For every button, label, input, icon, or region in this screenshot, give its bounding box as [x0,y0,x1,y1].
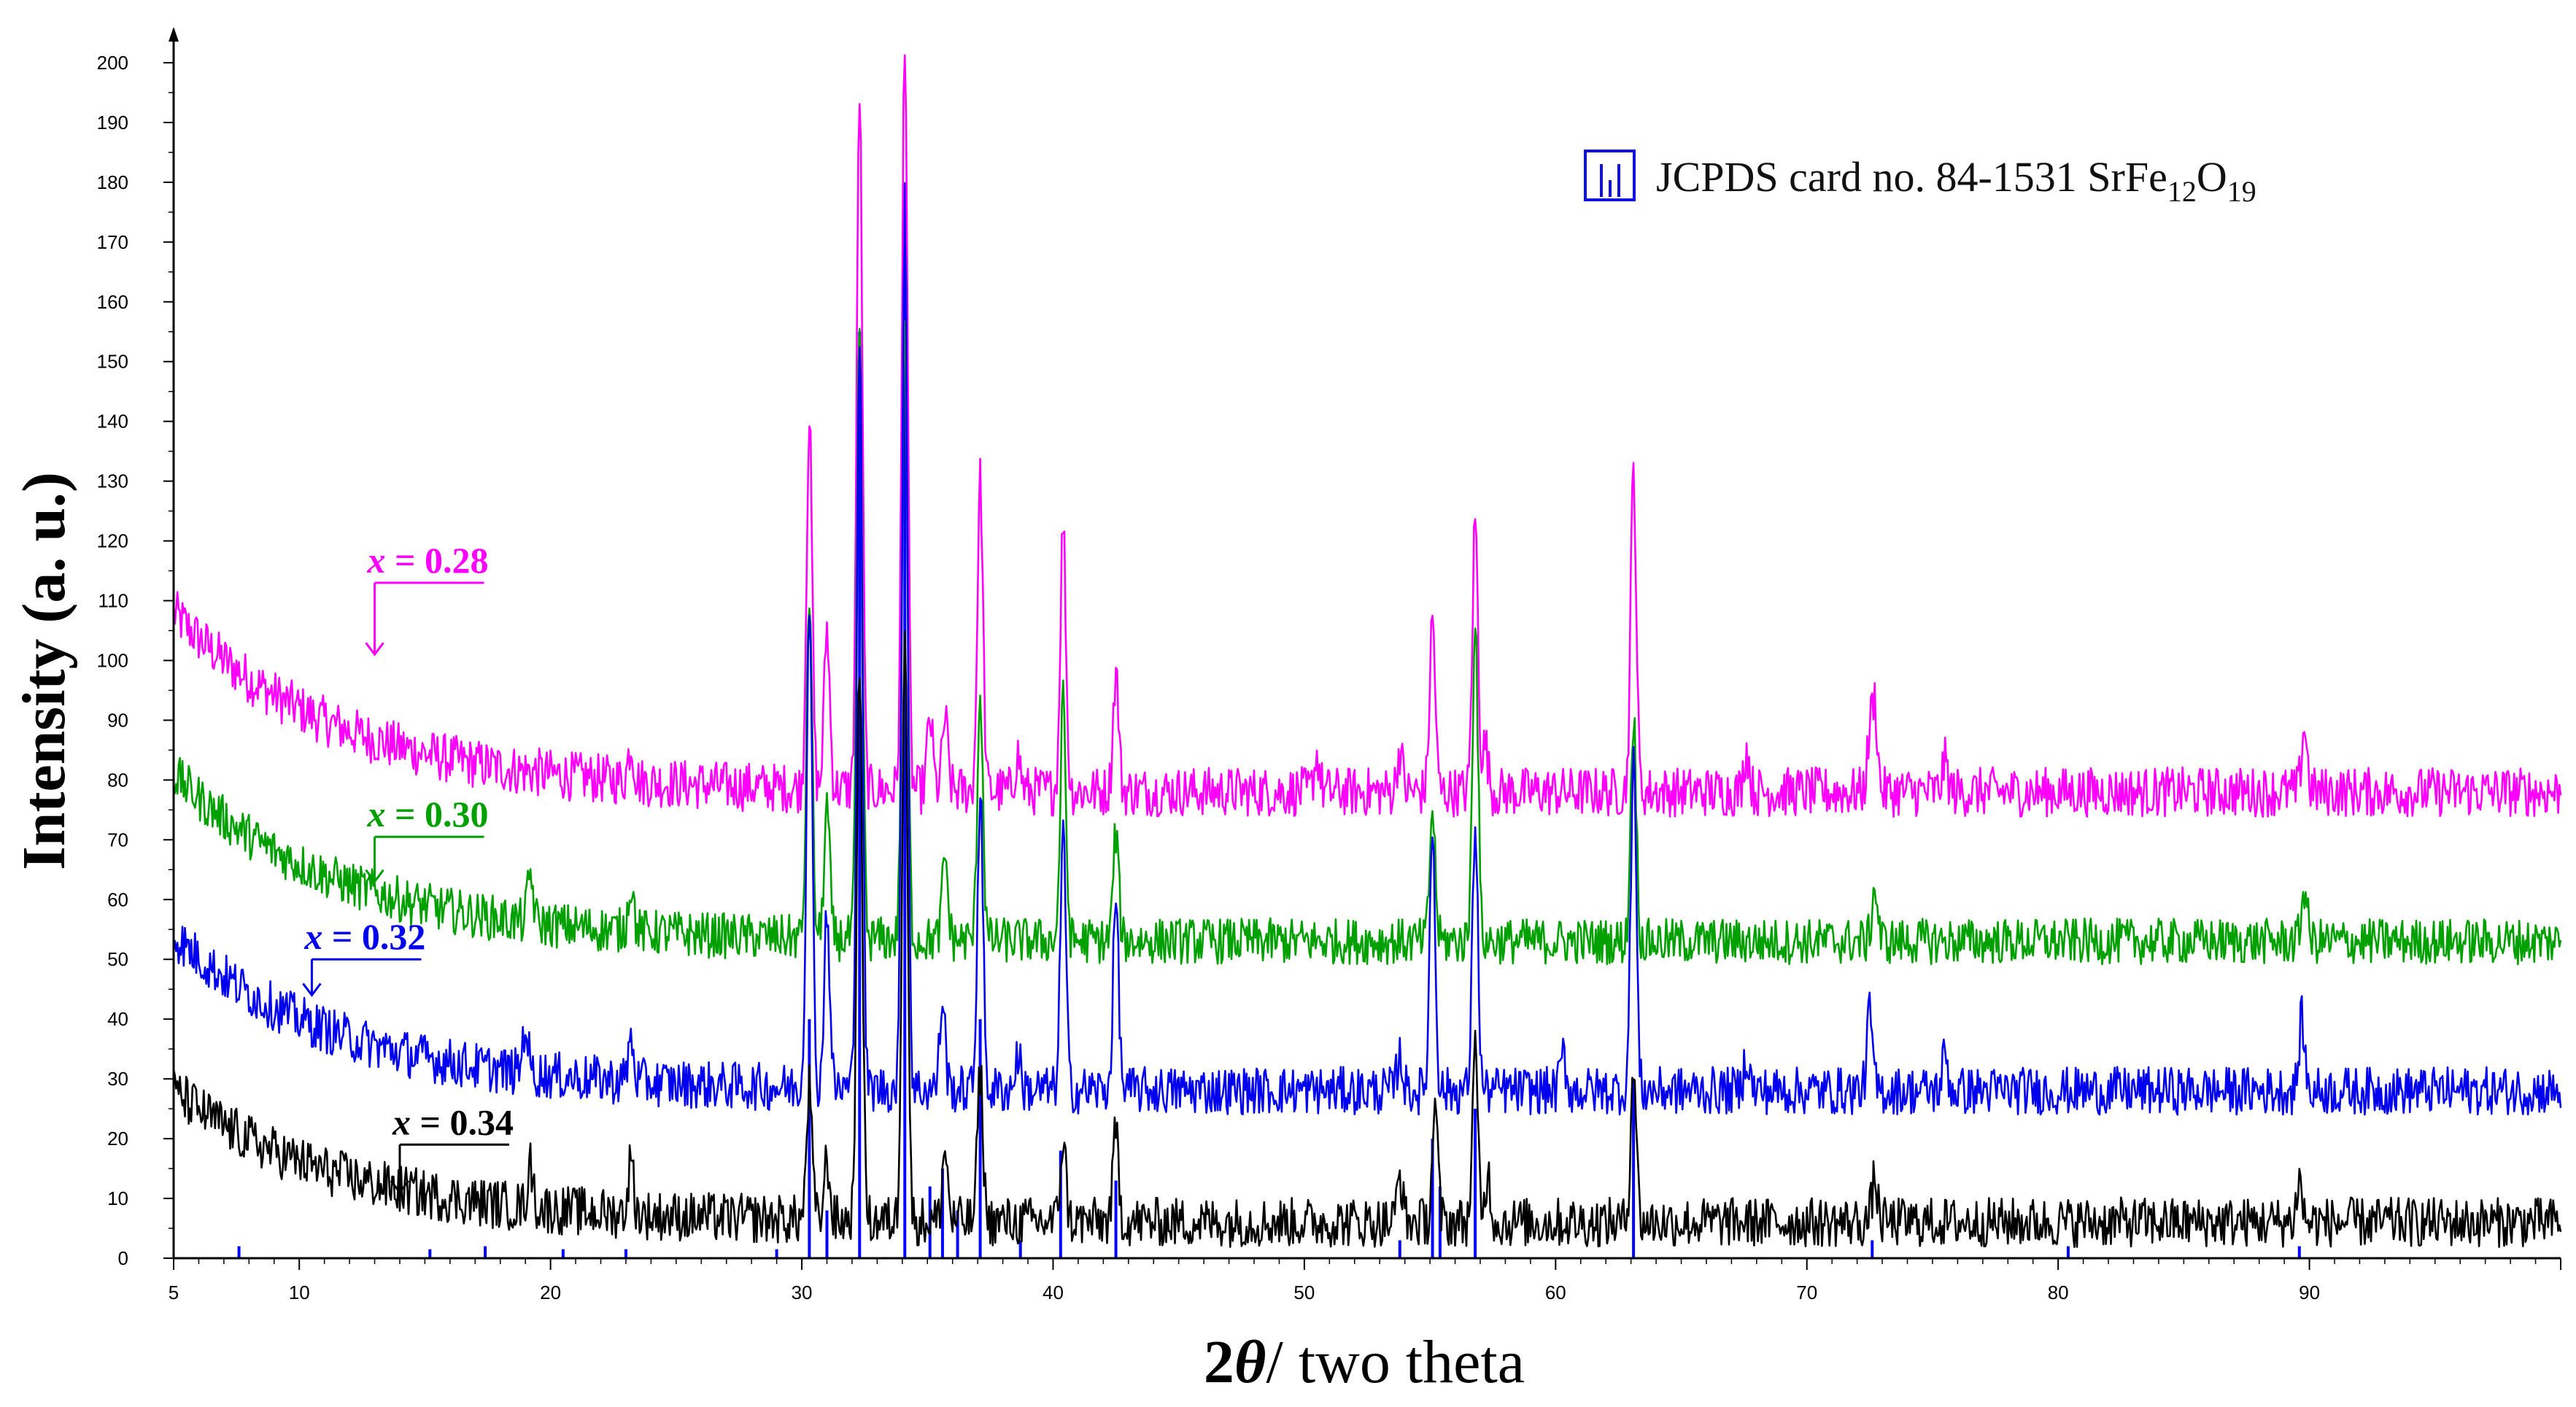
series-label-var: x [392,1101,411,1142]
y-tick-label: 120 [97,530,128,552]
series-label: x = 0.32 [303,916,425,957]
theta-symbol: θ [1234,1328,1266,1396]
x-tick-label: 90 [2299,1282,2320,1303]
series-label-var: x [367,540,386,581]
y-tick-label: 60 [107,888,128,910]
x-tick-label: 80 [2048,1282,2069,1303]
y-tick-label: 30 [107,1068,128,1090]
y-tick-label: 40 [107,1008,128,1030]
x-axis-title-prefix: 2 [1204,1328,1234,1396]
x-tick-label: 5 [169,1282,179,1303]
y-tick-label: 0 [118,1247,128,1269]
series-label: x = 0.30 [367,794,489,834]
series-lines [172,54,2562,1248]
y-axis-arrow [169,27,179,42]
x-axis-title: 2θ/ two theta [1204,1328,1525,1396]
series-label-value: = 0.34 [411,1101,514,1142]
legend: JCPDS card no. 84-1531 SrFe12O19 [1584,150,2256,208]
series-label-arrowhead [302,982,322,997]
y-tick-label: 130 [97,470,128,492]
series-annotations: x = 0.28x = 0.30x = 0.32x = 0.34 [302,540,514,1195]
y-tick-label: 200 [97,52,128,74]
x-tick-label: 40 [1043,1282,1064,1303]
legend-label: JCPDS card no. 84-1531 SrFe12O19 [1656,153,2256,208]
legend-label-sub2: 19 [2227,175,2256,208]
series-label-var: x [303,916,322,957]
y-axis-title: Intensity (a. u.) [10,472,78,870]
y-tick-label: 160 [97,291,128,313]
x-tick-label: 70 [1796,1282,1817,1303]
y-tick-label: 190 [97,112,128,133]
series-label-value: = 0.28 [386,540,489,581]
series-label-value: = 0.30 [386,794,489,834]
x-tick-label: 30 [792,1282,813,1303]
y-tick-label: 20 [107,1128,128,1150]
x-tick-label: 20 [540,1282,561,1303]
axes [169,27,2561,1260]
series-label: x = 0.34 [392,1101,514,1142]
y-tick-label: 50 [107,948,128,970]
y-tick-label: 70 [107,829,128,850]
y-tick-label: 140 [97,411,128,433]
series-line [172,225,2562,1116]
series-line [172,54,2562,818]
series-line [172,630,2562,1248]
y-tick-label: 100 [97,649,128,671]
x-tick-label: 10 [289,1282,310,1303]
x-axis-title-suffix: / two theta [1266,1328,1525,1396]
x-tick-label: 50 [1293,1282,1315,1303]
y-tick-label: 10 [107,1187,128,1209]
legend-label-main: JCPDS card no. 84-1531 SrFe [1656,153,2167,201]
y-tick-label: 80 [107,769,128,791]
y-tick-label: 170 [97,231,128,253]
series-label: x = 0.28 [367,540,489,581]
series-label-arrowhead [365,869,384,884]
y-tick-label: 90 [107,709,128,731]
legend-marker-box [1584,150,1636,201]
series-label-arrowhead [365,642,384,656]
axis-ticks: 0 10 20 30 40 50 60 70 80 90 100 110 120 130 140 150 160… [97,52,2561,1303]
y-tick-label: 150 [97,351,128,373]
legend-label-sub1: 12 [2167,175,2197,208]
x-tick-label: 60 [1545,1282,1566,1303]
y-tick-label: 110 [98,590,128,612]
series-label-value: = 0.32 [322,916,425,957]
y-tick-label: 180 [97,171,128,193]
series-label-arrowhead [390,1179,410,1195]
legend-label-mid: O [2197,153,2227,201]
series-line [172,320,2562,966]
series-label-var: x [367,794,386,834]
